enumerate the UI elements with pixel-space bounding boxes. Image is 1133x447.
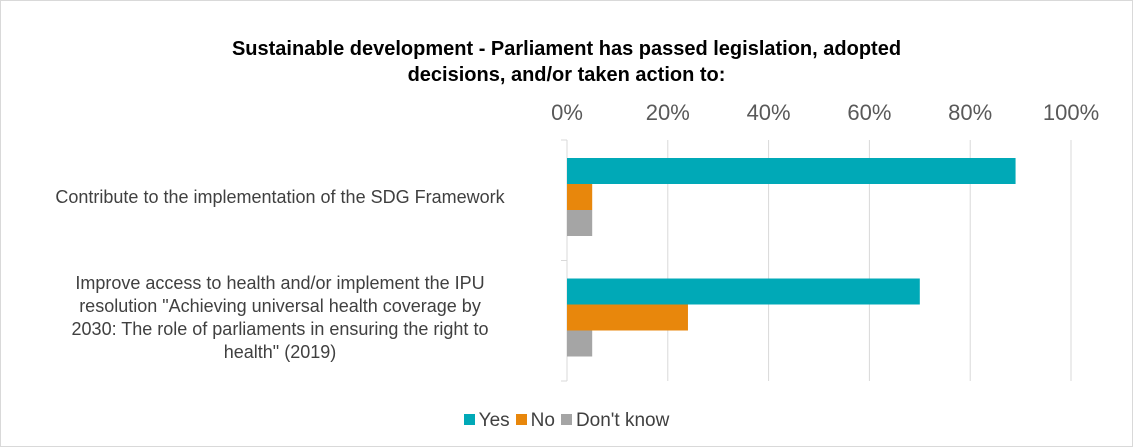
legend-item: Don't know xyxy=(560,410,670,432)
x-tick-label: 40% xyxy=(747,100,791,125)
x-tick-label: 100% xyxy=(1043,100,1099,125)
category-label: Improve access to health and/or implemen… xyxy=(72,273,489,362)
x-tick-label: 80% xyxy=(948,100,992,125)
chart-title: Sustainable development - Parliament has… xyxy=(231,38,902,86)
x-tick-label: 20% xyxy=(646,100,690,125)
legend-label: Don't know xyxy=(575,410,670,431)
legend-swatch xyxy=(463,414,475,425)
bar-don-t-know xyxy=(567,210,593,236)
legend-item: No xyxy=(515,410,555,432)
bar-no xyxy=(567,304,688,331)
legend-label: No xyxy=(530,410,555,431)
legend-item: Yes xyxy=(463,410,510,432)
legend-swatch xyxy=(515,414,527,425)
category-label-line: resolution "Achieving universal health c… xyxy=(79,296,481,316)
bar-yes xyxy=(567,158,1016,184)
legend: Yes No Don't know xyxy=(0,410,1133,432)
x-tick-label: 0% xyxy=(551,100,583,125)
legend-label: Yes xyxy=(478,410,510,431)
category-label-line: Improve access to health and/or implemen… xyxy=(75,273,484,293)
x-tick-label: 60% xyxy=(847,100,891,125)
legend-swatch xyxy=(560,414,572,425)
bar-don-t-know xyxy=(567,330,593,357)
category-label-line: Contribute to the implementation of the … xyxy=(55,187,505,207)
category-label-line: health" (2019) xyxy=(224,342,336,362)
category-label: Contribute to the implementation of the … xyxy=(55,187,505,207)
category-label-line: 2030: The role of parliaments in ensurin… xyxy=(72,319,489,339)
bar-no xyxy=(567,184,593,210)
bar-yes xyxy=(567,278,920,305)
